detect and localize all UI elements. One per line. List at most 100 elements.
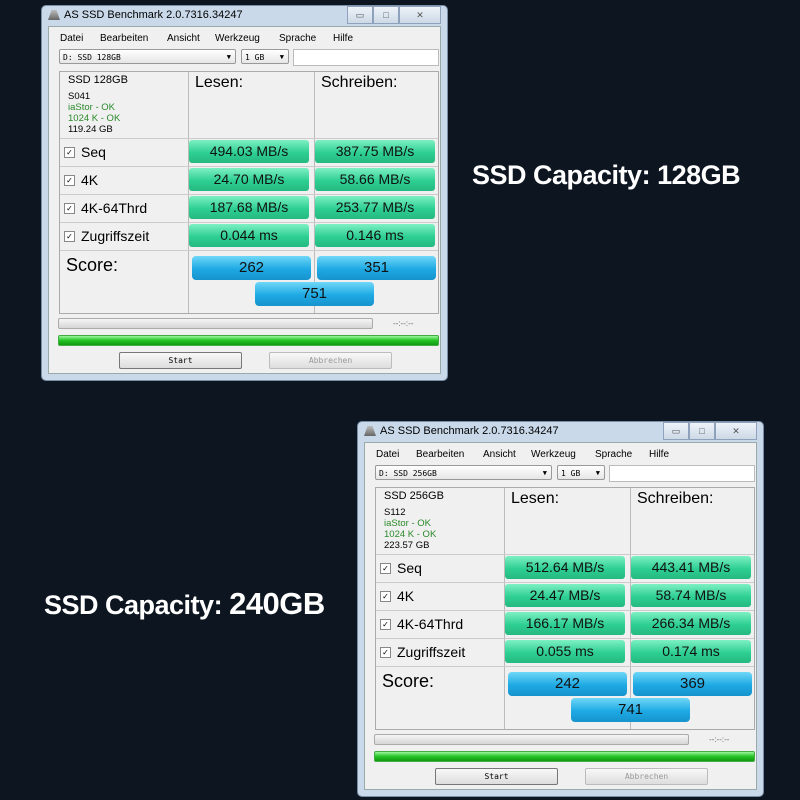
test-progress-bar bbox=[58, 318, 373, 329]
chevron-down-icon: ▼ bbox=[279, 53, 284, 61]
chevron-down-icon: ▼ bbox=[542, 469, 547, 477]
caption-prefix: SSD Capacity: bbox=[44, 590, 223, 620]
firmware: S041 bbox=[68, 91, 91, 102]
caption-prefix: SSD Capacity: bbox=[472, 160, 651, 190]
window-title: AS SSD Benchmark 2.0.7316.34247 bbox=[64, 9, 243, 21]
write-result: 58.66 MB/s bbox=[315, 168, 435, 191]
test-checkbox[interactable]: ✓ bbox=[380, 618, 391, 630]
read-result: 494.03 MB/s bbox=[189, 140, 309, 163]
test-checkbox[interactable]: ✓ bbox=[64, 202, 75, 214]
overall-progress-bar bbox=[58, 335, 439, 346]
menu-item[interactable]: Bearbeiten bbox=[100, 33, 149, 44]
read-result: 166.17 MB/s bbox=[505, 612, 625, 635]
close-button[interactable]: ✕ bbox=[715, 422, 757, 440]
driver-status: iaStor - OK bbox=[68, 102, 115, 113]
read-header: Lesen: bbox=[195, 74, 244, 91]
menu-item[interactable]: Ansicht bbox=[167, 33, 200, 44]
alignment-status: 1024 K - OK bbox=[68, 113, 121, 124]
test-checkbox[interactable]: ✓ bbox=[380, 562, 391, 574]
abort-button[interactable]: Abbrechen bbox=[585, 768, 708, 785]
test-name: Zugriffszeit bbox=[81, 228, 150, 244]
test-row-label: ✓ Zugriffszeit bbox=[64, 222, 149, 250]
menu-item[interactable]: Ansicht bbox=[483, 449, 516, 460]
drive-value: D: SSD 256GB bbox=[379, 469, 437, 478]
write-result: 266.34 MB/s bbox=[631, 612, 751, 635]
firmware: S112 bbox=[384, 507, 406, 518]
start-button[interactable]: Start bbox=[435, 768, 558, 785]
test-name: 4K-64Thrd bbox=[397, 616, 464, 632]
menu-item[interactable]: Sprache bbox=[279, 33, 317, 44]
test-row-label: ✓ Seq bbox=[64, 138, 106, 166]
test-row-label: ✓ Zugriffszeit bbox=[380, 638, 465, 666]
test-name: Seq bbox=[81, 144, 106, 160]
menu-item[interactable]: Hilfe bbox=[333, 33, 354, 44]
caption-240gb: SSD Capacity: 240GB bbox=[44, 586, 325, 622]
text-field[interactable] bbox=[609, 465, 755, 482]
test-row-label: ✓ Seq bbox=[380, 554, 422, 582]
drive-select[interactable]: D: SSD 256GB ▼ bbox=[375, 465, 552, 480]
window-body: Datei Bearbeiten Ansicht Werkzeug Sprache Hil… bbox=[364, 442, 757, 790]
test-checkbox[interactable]: ✓ bbox=[64, 174, 75, 186]
window-title: AS SSD Benchmark 2.0.7316.34247 bbox=[380, 425, 559, 437]
menu-item[interactable]: Datei bbox=[376, 449, 400, 460]
read-result: 24.47 MB/s bbox=[505, 584, 625, 607]
write-score: 351 bbox=[317, 256, 436, 280]
write-result: 0.174 ms bbox=[631, 640, 751, 663]
test-row-label: ✓ 4K-64Thrd bbox=[64, 194, 147, 222]
overall-progress-bar bbox=[374, 751, 755, 762]
total-score: 751 bbox=[255, 282, 374, 306]
read-result: 0.044 ms bbox=[189, 224, 309, 247]
abort-button[interactable]: Abbrechen bbox=[269, 352, 392, 369]
capacity: 223.57 GB bbox=[384, 540, 430, 551]
menu-item[interactable]: Datei bbox=[60, 33, 84, 44]
drive-select[interactable]: D: SSD 128GB ▼ bbox=[59, 49, 236, 64]
menu-item[interactable]: Werkzeug bbox=[531, 449, 576, 460]
drive-name: SSD 128GB bbox=[68, 74, 128, 86]
size-select[interactable]: 1 GB ▼ bbox=[557, 465, 605, 480]
drive-value: D: SSD 128GB bbox=[63, 53, 121, 62]
write-header: Schreiben: bbox=[637, 490, 714, 507]
window-body: Datei Bearbeiten Ansicht Werkzeug Sprache Hil… bbox=[48, 26, 441, 374]
test-name: Zugriffszeit bbox=[397, 644, 466, 660]
test-row-label: ✓ 4K-64Thrd bbox=[380, 610, 463, 638]
minimize-button[interactable]: ▭ bbox=[347, 6, 373, 24]
chevron-down-icon: ▼ bbox=[226, 53, 231, 61]
text-field[interactable] bbox=[293, 49, 439, 66]
menu-item[interactable]: Hilfe bbox=[649, 449, 670, 460]
start-button[interactable]: Start bbox=[119, 352, 242, 369]
write-result: 387.75 MB/s bbox=[315, 140, 435, 163]
benchmark-window-128gb: AS SSD Benchmark 2.0.7316.34247 ▭ □ ✕ Date… bbox=[41, 5, 448, 381]
elapsed-time: --:--:-- bbox=[393, 319, 414, 328]
read-result: 187.68 MB/s bbox=[189, 196, 309, 219]
read-result: 0.055 ms bbox=[505, 640, 625, 663]
write-header: Schreiben: bbox=[321, 74, 398, 91]
test-name: 4K bbox=[397, 588, 415, 604]
app-icon bbox=[48, 10, 60, 20]
write-result: 443.41 MB/s bbox=[631, 556, 751, 579]
caption-128gb: SSD Capacity: 128GB bbox=[472, 160, 741, 191]
menu-item[interactable]: Werkzeug bbox=[215, 33, 260, 44]
driver-status: iaStor - OK bbox=[384, 518, 431, 529]
test-checkbox[interactable]: ✓ bbox=[380, 590, 391, 602]
test-progress-bar bbox=[374, 734, 689, 745]
capacity: 119.24 GB bbox=[68, 124, 113, 135]
menu-item[interactable]: Sprache bbox=[595, 449, 633, 460]
total-score: 741 bbox=[571, 698, 690, 722]
alignment-status: 1024 K - OK bbox=[384, 529, 437, 540]
test-checkbox[interactable]: ✓ bbox=[380, 646, 391, 658]
score-label: Score: bbox=[382, 671, 435, 691]
minimize-button[interactable]: ▭ bbox=[663, 422, 689, 440]
test-checkbox[interactable]: ✓ bbox=[64, 230, 75, 242]
test-name: 4K-64Thrd bbox=[81, 200, 148, 216]
close-button[interactable]: ✕ bbox=[399, 6, 441, 24]
read-result: 24.70 MB/s bbox=[189, 168, 309, 191]
test-checkbox[interactable]: ✓ bbox=[64, 146, 75, 158]
write-result: 58.74 MB/s bbox=[631, 584, 751, 607]
drive-name: SSD 256GB bbox=[384, 490, 444, 502]
maximize-button[interactable]: □ bbox=[373, 6, 399, 24]
test-row-label: ✓ 4K bbox=[64, 166, 98, 194]
size-select[interactable]: 1 GB ▼ bbox=[241, 49, 289, 64]
maximize-button[interactable]: □ bbox=[689, 422, 715, 440]
write-result: 0.146 ms bbox=[315, 224, 435, 247]
menu-item[interactable]: Bearbeiten bbox=[416, 449, 465, 460]
